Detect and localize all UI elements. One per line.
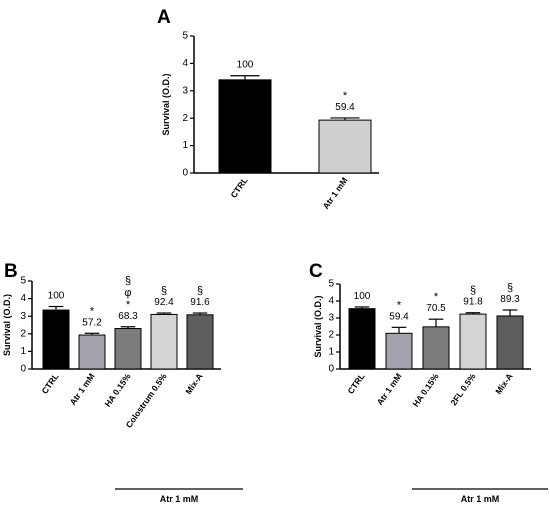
y-tick-label: 5 [328,279,334,290]
significance-marker: § [125,275,131,287]
significance-marker: * [90,305,95,317]
data-label: 100 [237,60,254,71]
bar [218,79,272,174]
data-label: 68.3 [118,311,138,322]
data-label: 100 [48,291,65,302]
panel-letter: C [309,261,323,282]
data-label: 92.4 [154,297,174,308]
category-label: CTRL [228,175,249,199]
y-tick-label: 5 [182,31,188,42]
y-tick-label: 4 [328,296,334,307]
y-tick-label: 2 [182,113,188,124]
y-tick-label: 4 [182,58,188,69]
significance-marker: § [507,282,513,294]
category-label: Atr 1 mM [321,175,350,211]
significance-marker: * [397,299,402,311]
bar [459,313,487,370]
category-label: CTRL [345,371,366,395]
significance-marker: § [470,285,476,297]
y-tick-label: 2 [20,328,26,339]
bar [318,119,372,174]
y-axis-label: Survival (O.D.) [161,73,171,135]
bar [78,334,106,370]
data-label: 91.8 [463,297,483,308]
data-label: 91.6 [190,297,210,308]
data-label: 100 [354,291,371,302]
data-label: 57.2 [82,317,102,328]
bar [114,328,142,370]
y-tick-label: 3 [328,313,334,324]
bar [186,314,214,370]
panel-letter: A [157,7,171,28]
bar [150,313,178,370]
y-tick-label: 1 [20,346,26,357]
category-label: Mix-A [493,371,514,396]
y-tick-label: 3 [182,85,188,96]
data-label: 70.5 [426,303,446,314]
y-tick-label: 0 [20,364,26,375]
significance-marker: * [343,90,348,102]
y-tick-label: 0 [182,168,188,179]
category-label: HA 0.15% [410,371,440,409]
bar [496,315,524,370]
group-label: Atr 1 mM [160,494,199,504]
category-label: Mix-A [183,371,204,396]
significance-marker: * [434,291,439,303]
y-axis-label: Survival (O.D.) [2,294,12,356]
significance-marker: * [126,299,131,311]
bar [348,308,376,370]
y-tick-label: 2 [328,330,334,341]
category-label: Atr 1 mM [375,371,404,407]
data-label: 89.3 [500,294,520,305]
group-label: Atr 1 mM [461,494,500,504]
significance-marker: § [197,285,203,297]
bar [42,309,70,370]
category-label: 2FL 0.5% [448,371,477,407]
data-label: 59.4 [335,102,355,113]
y-tick-label: 0 [328,364,334,375]
panel-a: A 0 1 2 3 4 5 Survival (O.D.) 100 CTRL 59.4* Atr 1 … [157,7,379,211]
bar [385,332,413,370]
category-label: CTRL [39,371,60,395]
y-tick-label: 4 [20,293,26,304]
y-tick-label: 5 [20,276,26,287]
y-axis-label: Survival (O.D.) [313,295,323,357]
y-tick-label: 1 [328,347,334,358]
y-tick-label: 3 [20,311,26,322]
y-tick-label: 1 [182,140,188,151]
category-label: HA 0.15% [102,371,132,409]
bar [422,326,450,370]
category-label: Atr 1 mM [68,371,97,407]
significance-marker: φ [124,287,131,299]
data-label: 59.4 [389,311,409,322]
panel-letter: B [4,261,18,282]
significance-marker: § [161,285,167,297]
